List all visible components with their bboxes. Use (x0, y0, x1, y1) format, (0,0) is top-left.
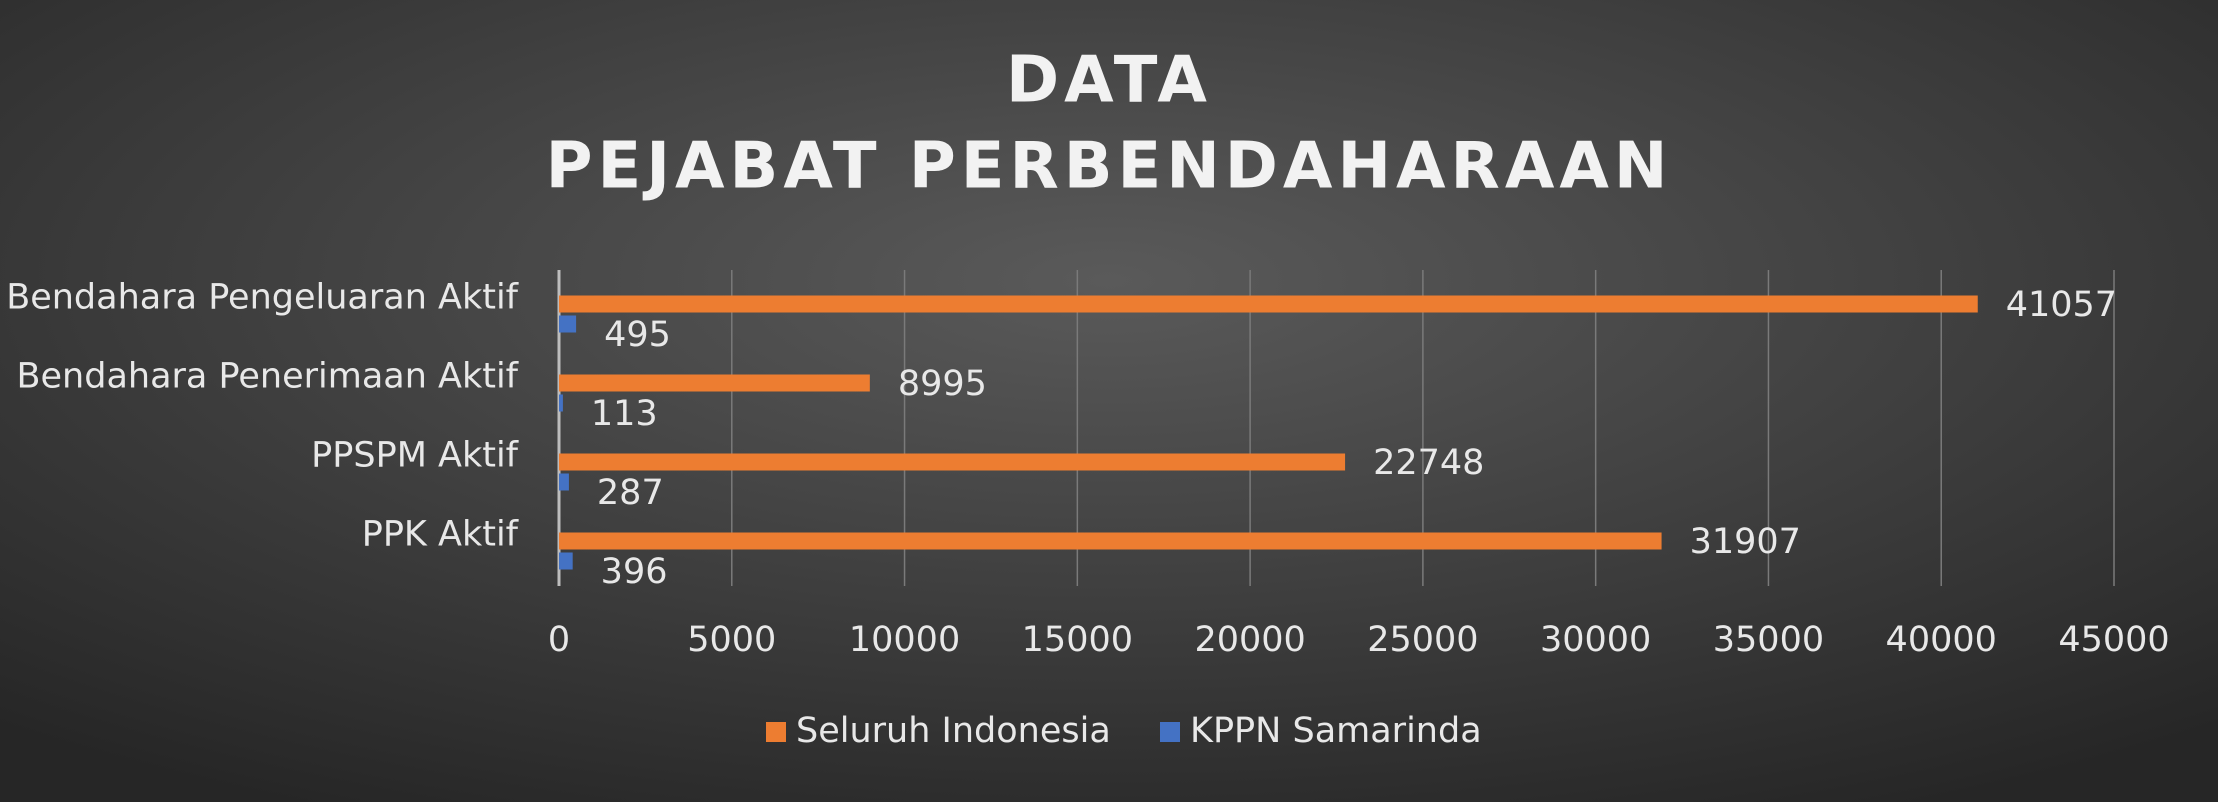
legend-swatch (766, 722, 786, 742)
x-tick-label: 15000 (1022, 620, 1133, 660)
legend-swatch (1160, 722, 1180, 742)
x-tick-label: 45000 (2058, 620, 2169, 660)
bar (559, 532, 1662, 550)
x-tick-label: 35000 (1713, 620, 1824, 660)
chart-title: DATA (1006, 44, 1212, 118)
y-tick-label: Bendahara Pengeluaran Aktif (6, 278, 518, 318)
data-label: 396 (601, 552, 668, 592)
bar (559, 374, 870, 392)
bar (559, 473, 569, 491)
data-label: 287 (597, 473, 664, 513)
bar (559, 453, 1346, 471)
data-label: 22748 (1373, 443, 1484, 483)
x-tick-label: 25000 (1367, 620, 1478, 660)
chart-title: PEJABAT PERBENDAHARAAN (546, 130, 1673, 204)
bar (559, 295, 1978, 313)
legend-label: Seluruh Indonesia (796, 711, 1111, 751)
data-label: 41057 (2006, 285, 2117, 325)
data-label: 113 (591, 394, 658, 434)
bar (559, 394, 563, 412)
x-tick-label: 30000 (1540, 620, 1651, 660)
data-label: 31907 (1690, 522, 1801, 562)
x-tick-label: 40000 (1886, 620, 1997, 660)
data-label: 495 (604, 315, 671, 355)
y-tick-label: PPK Aktif (362, 515, 519, 555)
legend-label: KPPN Samarinda (1190, 711, 1482, 751)
y-tick-label: PPSPM Aktif (311, 436, 519, 476)
data-label: 8995 (898, 364, 987, 404)
x-tick-label: 10000 (849, 620, 960, 660)
x-tick-label: 0 (548, 620, 570, 660)
x-tick-label: 20000 (1194, 620, 1305, 660)
bar (559, 552, 573, 570)
y-tick-label: Bendahara Penerimaan Aktif (17, 357, 519, 397)
x-tick-label: 5000 (687, 620, 776, 660)
bar (559, 315, 577, 333)
